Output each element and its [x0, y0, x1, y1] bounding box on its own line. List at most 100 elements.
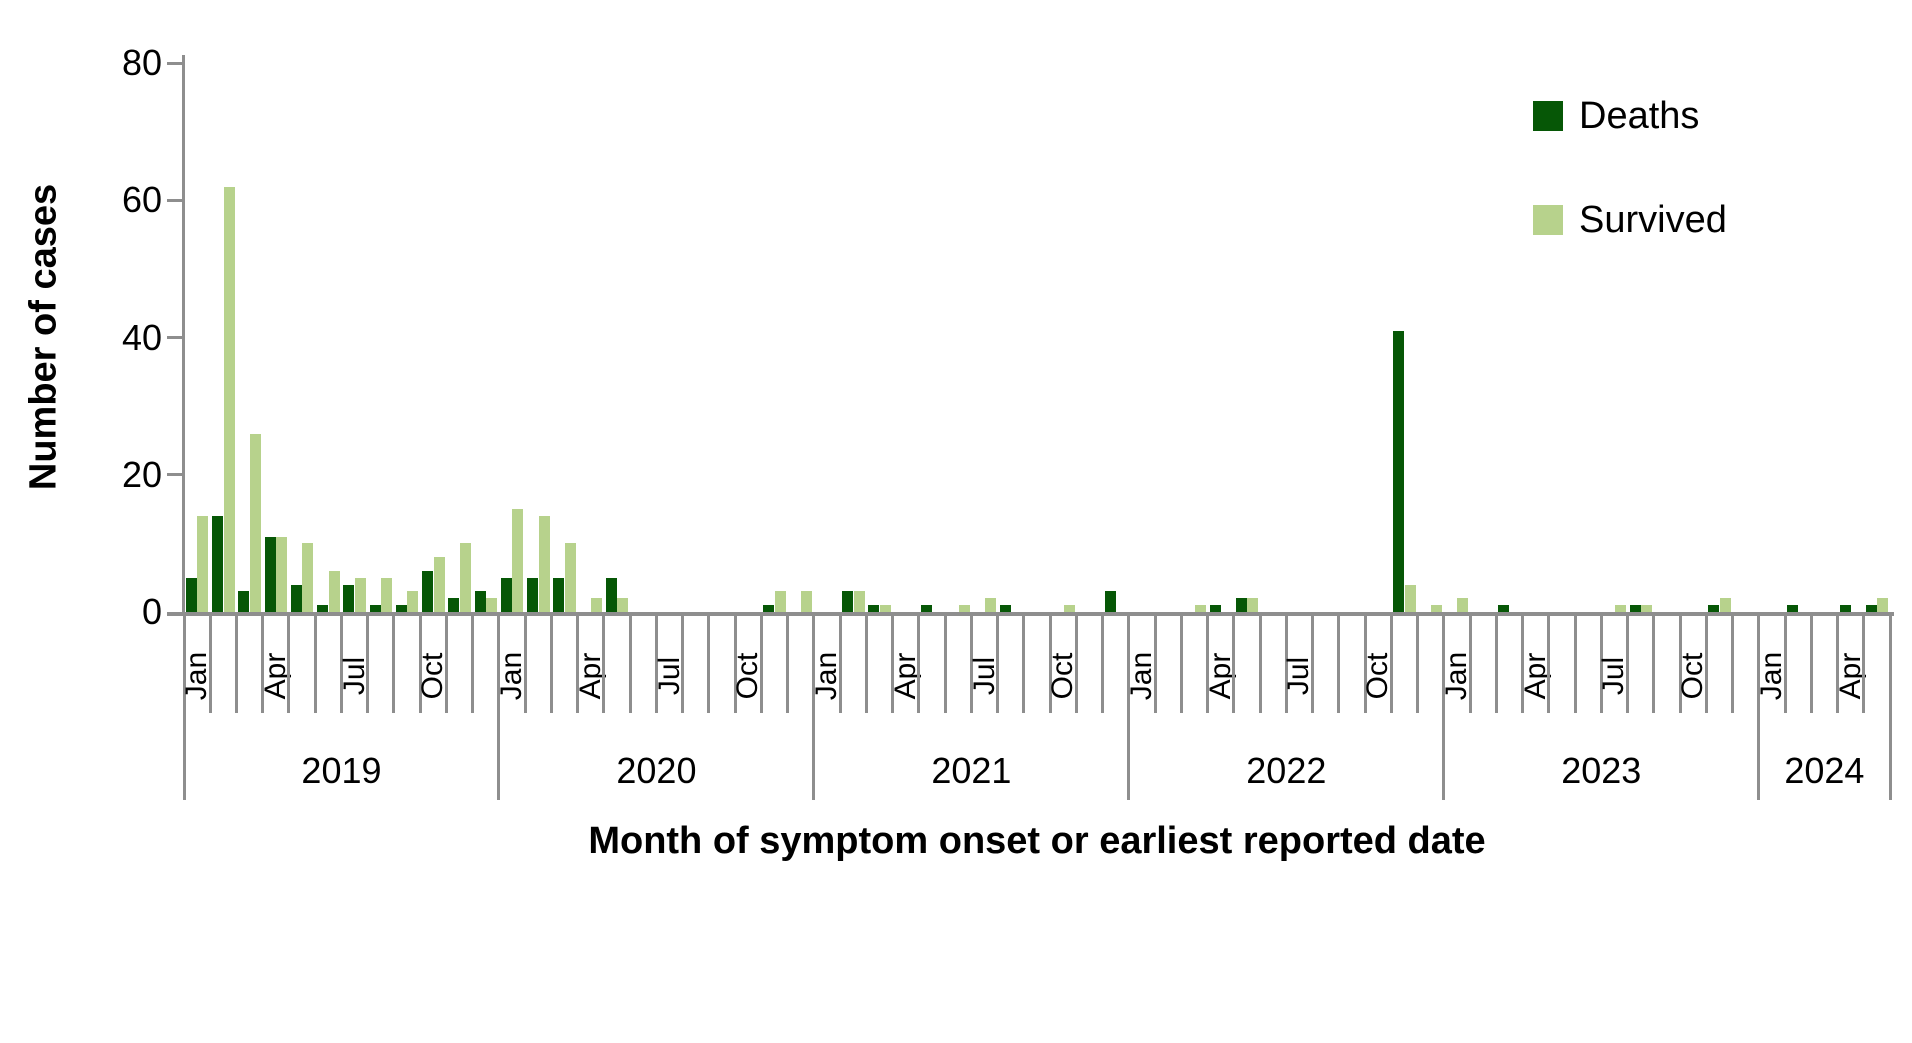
y-axis-tick-label: 80 — [121, 42, 162, 83]
bar-deaths — [842, 591, 854, 612]
bar-survived — [223, 186, 235, 612]
legend-item-deaths: Deaths — [1533, 96, 1699, 136]
bar-survived — [1719, 598, 1731, 612]
month-tick — [1704, 616, 1708, 713]
year-label: 2023 — [1561, 750, 1642, 791]
y-axis-tick-label: 0 — [141, 591, 162, 632]
bar-survived — [591, 598, 603, 612]
month-label: Oct — [416, 652, 450, 700]
year-divider — [1442, 616, 1446, 800]
month-tick — [392, 616, 396, 713]
month-label: Apr — [258, 652, 292, 700]
month-tick — [549, 616, 553, 713]
bar-deaths — [868, 605, 880, 612]
month-tick — [707, 616, 711, 713]
bar-deaths — [1865, 605, 1877, 612]
y-axis-tick — [167, 336, 183, 339]
month-tick — [234, 616, 238, 713]
bar-deaths — [1104, 591, 1116, 612]
month-tick — [602, 616, 606, 713]
bar-survived — [407, 591, 419, 612]
bar-deaths — [553, 577, 565, 612]
month-tick — [1494, 616, 1498, 713]
bar-deaths — [1787, 605, 1798, 612]
bar-survived — [1404, 584, 1416, 612]
year-divider — [1757, 616, 1761, 800]
month-tick — [996, 616, 1000, 713]
month-tick — [1311, 616, 1315, 713]
month-label: Jan — [810, 651, 844, 701]
bar-deaths — [290, 584, 302, 612]
month-label: Oct — [1676, 652, 1710, 700]
month-tick — [1074, 616, 1078, 713]
month-tick — [1284, 616, 1288, 713]
month-tick — [1337, 616, 1341, 713]
bar-survived — [433, 557, 445, 612]
month-label: Jul — [1597, 656, 1631, 696]
year-divider — [497, 616, 501, 800]
year-divider — [1127, 616, 1131, 800]
month-tick — [1783, 616, 1787, 713]
year-label: 2021 — [931, 750, 1012, 791]
bar-deaths — [264, 536, 276, 612]
month-tick — [471, 616, 475, 713]
bar-deaths — [1708, 605, 1720, 612]
month-tick — [1862, 616, 1866, 713]
bar-deaths — [920, 605, 932, 612]
bar-survived — [197, 515, 209, 612]
month-tick — [444, 616, 448, 713]
month-tick — [1809, 616, 1813, 713]
month-label: Apr — [1518, 652, 1552, 700]
month-tick — [1048, 616, 1052, 713]
bar-survived — [853, 591, 865, 612]
year-divider — [812, 616, 816, 800]
month-tick — [1363, 616, 1367, 713]
bar-deaths — [186, 577, 197, 612]
bar-survived — [1640, 605, 1652, 612]
month-tick — [1599, 616, 1603, 713]
bar-survived — [249, 433, 261, 612]
y-axis-tick-label: 20 — [121, 453, 162, 495]
bar-survived — [328, 570, 340, 612]
month-tick — [943, 616, 947, 713]
bar-deaths — [1235, 598, 1247, 612]
month-tick — [1652, 616, 1656, 713]
month-tick — [628, 616, 632, 713]
bar-survived — [984, 598, 996, 612]
y-axis-line — [182, 55, 185, 616]
month-tick — [287, 616, 291, 713]
bar-deaths — [369, 605, 381, 612]
month-label: Jul — [652, 656, 686, 696]
month-tick — [1153, 616, 1157, 713]
bar-survived — [774, 591, 786, 612]
bar-deaths — [474, 591, 486, 612]
month-tick — [1521, 616, 1525, 713]
month-tick — [313, 616, 317, 713]
month-label: Apr — [573, 652, 607, 700]
month-tick — [1389, 616, 1393, 713]
bar-survived — [879, 605, 891, 612]
bar-survived — [1877, 598, 1889, 612]
month-tick — [1678, 616, 1682, 713]
y-axis-tick — [167, 473, 183, 477]
month-tick — [917, 616, 921, 713]
month-label: Jan — [1439, 651, 1473, 701]
month-tick — [681, 616, 685, 713]
month-tick — [1258, 616, 1262, 713]
month-label: Apr — [888, 652, 922, 700]
bar-survived — [958, 605, 970, 612]
month-tick — [1022, 616, 1026, 713]
month-tick — [759, 616, 763, 713]
bar-survived — [459, 543, 471, 612]
bar-deaths — [448, 598, 460, 612]
month-label: Jul — [967, 656, 1001, 696]
y-axis-tick-label: 40 — [121, 316, 162, 358]
bar-survived — [1614, 605, 1626, 612]
bar-survived — [1430, 605, 1442, 612]
month-tick — [1416, 616, 1420, 713]
bar-survived — [381, 577, 393, 612]
bar-deaths — [1393, 330, 1405, 612]
bar-deaths — [1629, 605, 1641, 612]
month-tick — [1573, 616, 1577, 713]
